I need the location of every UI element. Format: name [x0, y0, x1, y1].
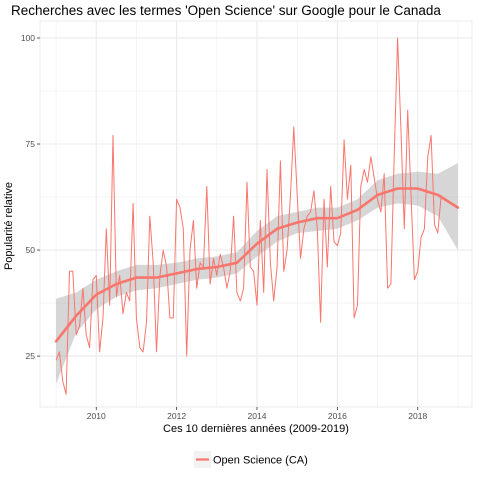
y-tick-label: 25 [26, 351, 36, 361]
series-line-open-science [55, 37, 442, 395]
x-tick-label: 2018 [408, 411, 427, 421]
legend-label: Open Science (CA) [213, 455, 308, 467]
y-axis-label: Popularité relative [3, 182, 15, 270]
x-tick-label: 2016 [328, 411, 347, 421]
legend: Open Science (CA) [194, 451, 308, 468]
x-tick-label: 2012 [167, 411, 186, 421]
x-axis-ticks: 2010 2012 2014 2016 2018 [87, 407, 427, 421]
x-axis-label: Ces 10 dernières années (2009-2019) [163, 423, 349, 435]
panel-border [39, 20, 473, 408]
confidence-ribbon [56, 163, 458, 384]
confidence-ribbon-layer [56, 163, 458, 384]
y-axis-ticks: 25 50 75 100 [21, 33, 40, 361]
y-tick-label: 75 [26, 139, 36, 149]
y-tick-label: 50 [26, 245, 36, 255]
smooth-line [54, 187, 460, 343]
x-tick-label: 2014 [248, 411, 267, 421]
x-tick-label: 2010 [87, 411, 106, 421]
grid-major [40, 21, 472, 407]
smooth-line-layer [54, 187, 460, 343]
y-tick-label: 100 [21, 33, 35, 43]
grid-minor [40, 21, 472, 407]
chart-title: Recherches avec les termes 'Open Science… [11, 3, 441, 18]
raw-series-layer [55, 37, 442, 395]
